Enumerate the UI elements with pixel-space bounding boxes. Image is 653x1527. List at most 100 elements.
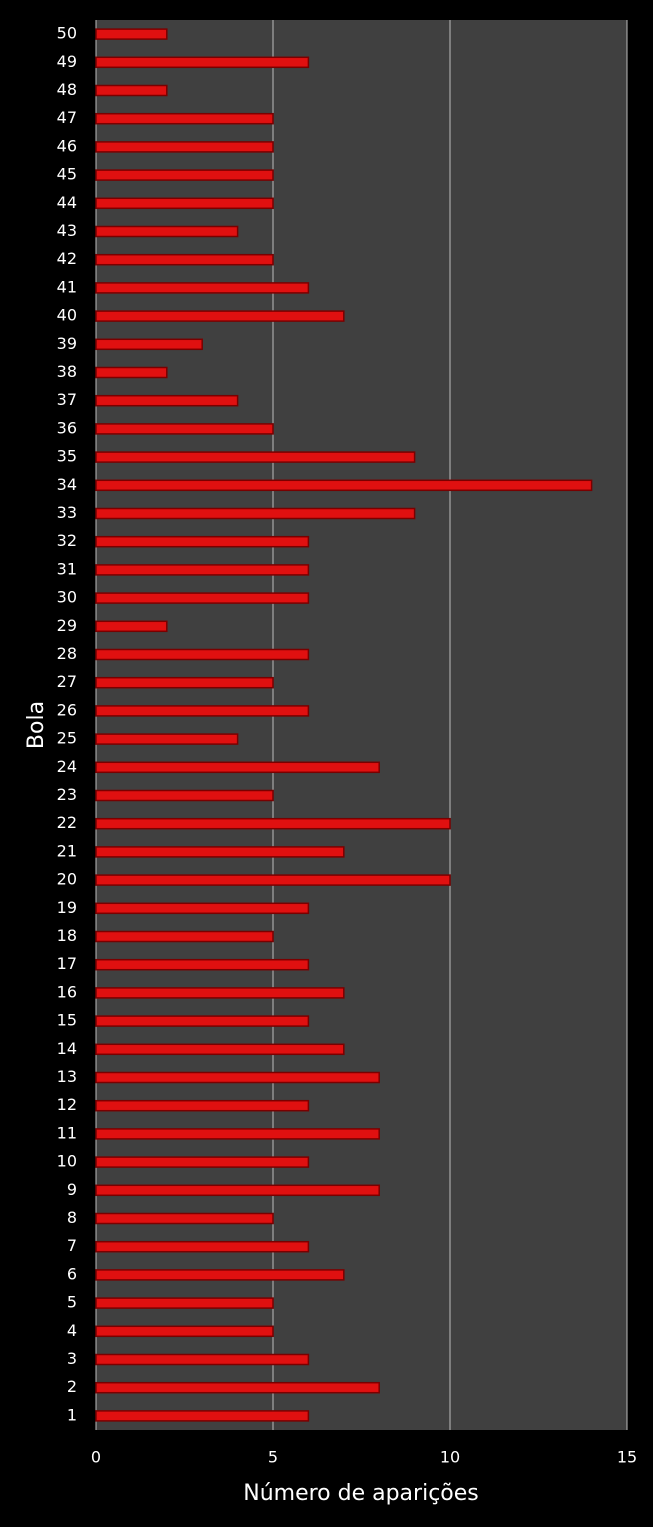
y-tick-label: 27 — [57, 672, 77, 691]
y-tick-label: 50 — [57, 24, 77, 43]
bar — [95, 507, 416, 520]
y-tick-label: 26 — [57, 700, 77, 719]
y-tick-label: 32 — [57, 531, 77, 550]
bar — [95, 338, 203, 351]
y-tick-label: 3 — [67, 1349, 77, 1368]
bar — [95, 958, 310, 971]
y-tick-label: 49 — [57, 52, 77, 71]
bar — [95, 479, 593, 492]
bar — [95, 761, 380, 774]
y-tick-label: 16 — [57, 982, 77, 1001]
bar — [95, 648, 310, 661]
bar — [95, 1212, 274, 1225]
y-tick-label: 46 — [57, 136, 77, 155]
bar — [95, 1043, 345, 1056]
y-tick-label: 28 — [57, 644, 77, 663]
bar — [95, 282, 310, 294]
y-tick-label: 10 — [57, 1152, 77, 1171]
y-tick-label: 41 — [57, 277, 77, 296]
bar — [95, 705, 310, 717]
bar — [95, 112, 274, 125]
bar — [95, 1128, 380, 1140]
y-tick-label: 22 — [57, 813, 77, 832]
y-tick-label: 8 — [67, 1208, 77, 1227]
bar — [95, 197, 274, 210]
bar — [95, 676, 274, 689]
x-tick-label: 0 — [91, 1448, 101, 1467]
y-tick-label: 44 — [57, 193, 77, 212]
y-tick-label: 5 — [67, 1293, 77, 1312]
y-tick-label: 24 — [57, 757, 77, 776]
bar — [95, 1071, 380, 1084]
bar — [95, 1015, 310, 1027]
y-tick-label: 12 — [57, 1095, 77, 1114]
x-tick-label: 5 — [268, 1448, 278, 1467]
bar — [95, 169, 274, 181]
bar — [95, 1184, 380, 1197]
y-tick-label: 39 — [57, 334, 77, 353]
bar — [95, 846, 345, 858]
bar — [95, 1099, 310, 1112]
bar — [95, 84, 168, 97]
bar — [95, 1353, 310, 1366]
y-tick-label: 42 — [57, 249, 77, 268]
bar — [95, 535, 310, 548]
bar — [95, 733, 239, 745]
y-tick-label: 30 — [57, 588, 77, 607]
y-tick-label: 36 — [57, 418, 77, 437]
y-tick-label: 1 — [67, 1405, 77, 1424]
y-tick-label: 38 — [57, 362, 77, 381]
x-axis-label: Número de aparições — [243, 1481, 479, 1506]
y-tick-label: 13 — [57, 1067, 77, 1086]
y-tick-label: 29 — [57, 616, 77, 635]
bar — [95, 564, 310, 576]
y-tick-label: 17 — [57, 954, 77, 973]
y-tick-label: 31 — [57, 559, 77, 578]
y-tick-label: 19 — [57, 898, 77, 917]
bar — [95, 1381, 380, 1394]
bar — [95, 423, 274, 435]
bar — [95, 620, 168, 633]
y-tick-label: 43 — [57, 221, 77, 240]
bar — [95, 592, 310, 604]
bar — [95, 451, 416, 463]
y-tick-label: 20 — [57, 870, 77, 889]
y-axis-label: Bola — [24, 701, 49, 749]
bar — [95, 1410, 310, 1422]
bar — [95, 789, 274, 802]
bar — [95, 253, 274, 266]
bar — [95, 56, 310, 69]
y-tick-label: 14 — [57, 1039, 77, 1058]
y-tick-label: 15 — [57, 1011, 77, 1030]
y-tick-label: 37 — [57, 390, 77, 409]
y-tick-label: 9 — [67, 1180, 77, 1199]
bar — [95, 28, 168, 40]
y-tick-label: 25 — [57, 729, 77, 748]
bar — [95, 225, 239, 238]
x-tick-label: 15 — [617, 1448, 637, 1467]
bar — [95, 1269, 345, 1281]
y-tick-label: 35 — [57, 447, 77, 466]
y-tick-label: 7 — [67, 1236, 77, 1255]
bar — [95, 902, 310, 915]
bar — [95, 394, 239, 407]
bar — [95, 366, 168, 379]
bar — [95, 1325, 274, 1338]
y-tick-label: 40 — [57, 306, 77, 325]
y-tick-label: 18 — [57, 926, 77, 945]
bar — [95, 874, 451, 886]
y-tick-label: 21 — [57, 841, 77, 860]
bar — [95, 930, 274, 943]
y-tick-label: 47 — [57, 108, 77, 127]
bar — [95, 987, 345, 999]
y-tick-label: 4 — [67, 1321, 77, 1340]
y-tick-label: 23 — [57, 785, 77, 804]
bar — [95, 141, 274, 153]
y-tick-label: 33 — [57, 503, 77, 522]
y-tick-label: 34 — [57, 475, 77, 494]
y-tick-label: 48 — [57, 80, 77, 99]
bar — [95, 1240, 310, 1253]
bar — [95, 1297, 274, 1309]
